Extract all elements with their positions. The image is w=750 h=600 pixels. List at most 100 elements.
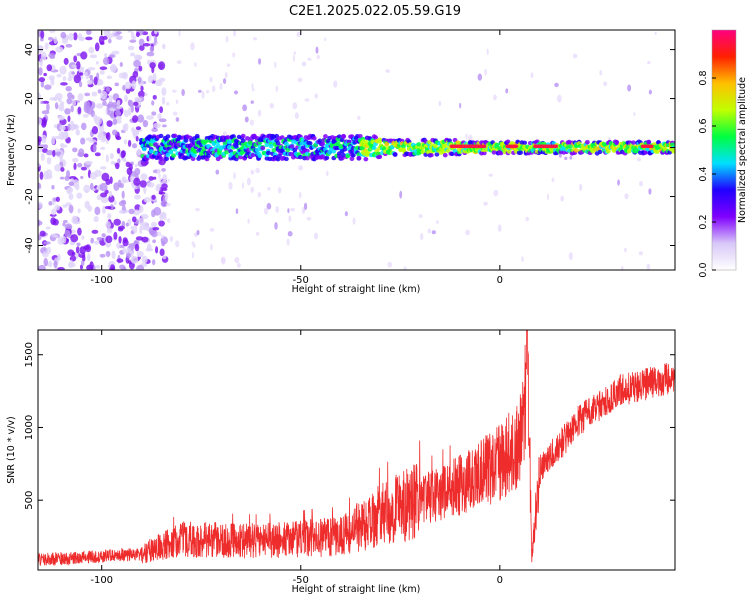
spectrogram-carrier-mark <box>377 154 383 159</box>
spectrogram-noise-mark <box>314 232 319 240</box>
spectrogram-noise-mark <box>222 131 228 137</box>
spectrogram-noise-mark <box>52 197 57 202</box>
snr-frame <box>37 329 676 571</box>
spectrogram-noise-mark <box>206 89 210 94</box>
spectrogram-noise-mark <box>104 53 108 58</box>
colorbar-frame <box>711 29 737 271</box>
spectrogram-noise-mark <box>493 189 499 197</box>
spectrogram-noise-mark <box>138 90 145 98</box>
spectrogram-noise-mark <box>39 171 44 180</box>
spectrogram-carrier-mark <box>304 148 310 154</box>
spectrogram-noise-mark <box>269 103 274 109</box>
spectrogram-noise-mark <box>119 61 123 68</box>
colorbar-ticks: 0.0 0.2 0.4 0.6 0.8 <box>698 70 716 278</box>
spectrogram-noise-mark <box>40 51 47 61</box>
spectrogram-noise-mark <box>123 94 128 102</box>
spectrogram-noise-mark <box>132 101 139 106</box>
spectrogram-noise-mark <box>244 116 249 123</box>
spectrogram-noise-mark <box>67 76 73 82</box>
spectrogram-noise-mark <box>67 92 73 99</box>
spectrogram-noise-mark <box>209 76 213 83</box>
spectrogram-noise-mark <box>79 72 84 76</box>
spectrogram-x-axis-label: Height of straight line (km) <box>292 284 421 295</box>
spectrogram-carrier-mark <box>265 150 271 156</box>
spectrogram-noise-mark <box>250 186 255 193</box>
spectrogram-noise-mark <box>102 100 107 106</box>
spectrogram-noise-mark <box>103 57 110 66</box>
spectrogram-noise-mark <box>224 72 228 79</box>
spectrogram-noise-mark <box>263 207 269 215</box>
spectrogram-carrier-mark <box>289 144 295 149</box>
spectrogram-noise-mark <box>126 252 131 259</box>
spectrogram-noise-mark <box>90 109 95 118</box>
spectrogram-noise-mark <box>157 231 162 237</box>
spectrogram-carrier-mark <box>264 142 270 148</box>
spectrogram-strong-mark <box>513 144 519 149</box>
spectrogram-noise-mark <box>66 97 73 105</box>
spectrogram-noise-mark <box>161 183 168 190</box>
spectrogram-noise-mark <box>77 208 81 214</box>
spectrogram-strong-mark <box>553 144 559 149</box>
spectrogram-noise-mark <box>131 143 138 149</box>
spectrogram-noise-mark <box>151 127 158 133</box>
spectrogram-noise-mark <box>556 94 562 103</box>
spectrogram-noise-mark <box>603 81 608 87</box>
spectrogram-noise-mark <box>505 88 509 94</box>
spectrogram-noise-mark <box>636 157 642 162</box>
spectrogram-noise-mark <box>109 190 113 198</box>
spectrogram-carrier-mark <box>260 145 266 151</box>
spectrogram-noise-mark <box>129 52 136 57</box>
spectrogram-noise-mark <box>71 71 75 75</box>
spectrogram-carrier-mark <box>420 149 426 155</box>
spectrogram-carrier-mark <box>371 145 377 151</box>
spectrogram-noise-mark <box>178 30 181 37</box>
spectrogram-noise-mark <box>418 214 423 219</box>
spectrogram-noise-mark <box>77 106 82 115</box>
spectrogram-noise-mark <box>277 186 282 194</box>
spectrogram-noise-mark <box>191 251 195 259</box>
spectrogram-noise-mark <box>71 94 75 100</box>
spectrogram-noise-mark <box>111 50 120 55</box>
spectrogram-noise-mark <box>159 106 164 114</box>
spectrogram-noise-mark <box>38 220 43 226</box>
spectrogram-noise-mark <box>39 58 43 67</box>
spectrogram-noise-mark <box>106 227 113 234</box>
spectrogram-noise-mark <box>112 118 118 126</box>
spectrogram-noise-mark <box>290 207 295 212</box>
spectrogram-noise-mark <box>123 123 129 132</box>
spectrogram-noise-mark <box>228 181 233 190</box>
spectrogram-noise-mark <box>250 169 255 175</box>
spectrogram-noise-mark <box>70 234 79 243</box>
spectrogram-noise-mark <box>148 176 154 181</box>
spectrogram-noise-mark <box>98 35 105 45</box>
spectrogram-noise-mark <box>132 209 141 216</box>
spectrogram-carrier-mark <box>254 147 260 153</box>
spectrogram-noise-mark <box>151 259 156 266</box>
spectrogram-noise-mark <box>210 243 213 251</box>
spectrogram-noise-mark <box>122 239 129 247</box>
spectrogram-carrier-mark <box>285 147 291 153</box>
spectrogram-carrier-mark <box>491 150 497 155</box>
spectrogram-noise-mark <box>41 134 47 144</box>
spectrogram-noise-mark <box>62 222 66 227</box>
spectrogram-carrier-mark <box>320 141 326 147</box>
spectrogram-noise-mark <box>41 110 50 115</box>
spectrogram-noise-mark <box>109 107 115 112</box>
spectrogram-noise-mark <box>128 99 134 107</box>
spectrogram-noise-mark <box>71 64 77 68</box>
spectrogram-noise-mark <box>89 171 98 180</box>
spectrogram-noise-mark <box>152 122 161 129</box>
snr-y-tick-label: 500 <box>24 491 35 510</box>
spectrogram-carrier-mark <box>363 156 369 162</box>
spectrogram-noise-mark <box>131 80 137 90</box>
spectrogram-noise-mark <box>85 36 93 41</box>
spectrogram-noise-mark <box>70 105 74 113</box>
spectrogram-noise-mark <box>43 241 51 245</box>
spectrogram-carrier-mark <box>304 156 310 161</box>
spectrogram-noise-mark <box>115 31 122 35</box>
spectrogram-carrier-mark <box>445 148 451 153</box>
spectrogram-noise-mark <box>166 101 170 106</box>
spectrogram-noise-mark <box>100 196 109 204</box>
spectrogram-noise-mark <box>333 80 338 88</box>
spectrogram-noise-mark <box>50 217 57 225</box>
